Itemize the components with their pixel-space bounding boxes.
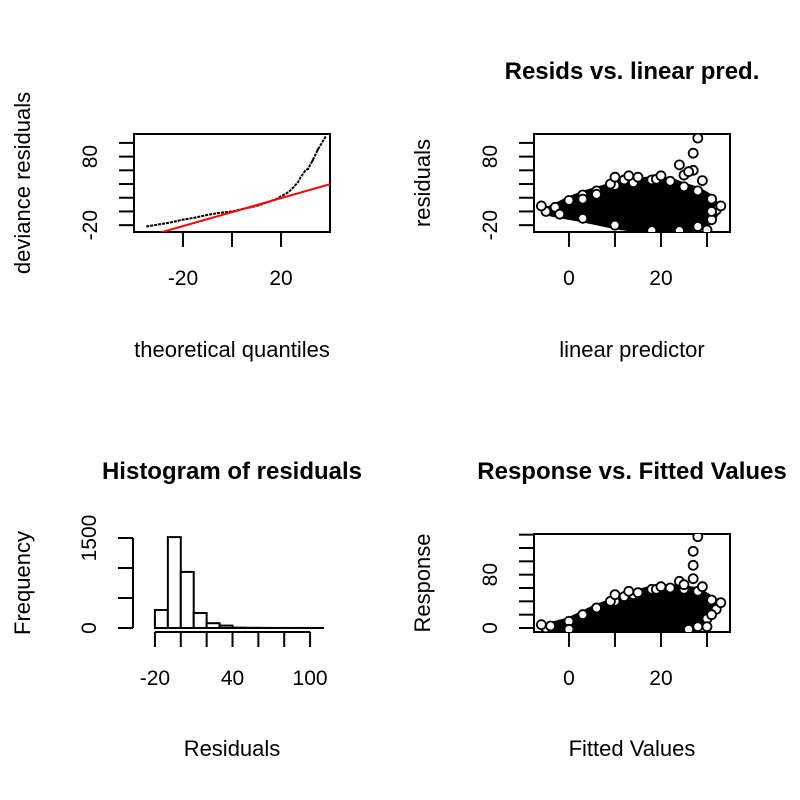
panel4-point — [696, 581, 708, 593]
panel1-x-tick-label: -20 — [168, 267, 198, 290]
panel2-point — [623, 170, 635, 182]
panel2-point — [687, 147, 699, 159]
panel2-point — [715, 200, 727, 212]
panel1-qq-point — [311, 158, 315, 162]
panel4-point — [609, 589, 621, 601]
panel3-ylabel: Frequency — [10, 531, 35, 635]
panel3-y-tick-label: 1500 — [78, 515, 101, 562]
chart-marks: -20 80 -20 20 -20 80 0 20 0 1500 -20 40 100 0 80 0 20 — [78, 133, 731, 690]
panel4-point — [623, 585, 635, 597]
panel4-title: Response vs. Fitted Values — [477, 458, 786, 485]
panel4-y-tick-label: 80 — [479, 563, 502, 586]
panel2-point — [683, 166, 694, 178]
panel4-point — [632, 587, 644, 599]
panel2-point — [673, 159, 685, 171]
panel4-point — [664, 582, 676, 594]
panel3-histogram-bar — [205, 622, 221, 630]
panel2-point — [692, 134, 704, 144]
panel2-point — [554, 208, 566, 220]
panel2-point — [609, 219, 621, 231]
panel4-point — [678, 579, 690, 591]
panel2-point — [609, 171, 621, 183]
panel4-point — [706, 594, 717, 606]
panel3-histogram-bar — [166, 536, 182, 629]
panel2-point — [678, 181, 690, 193]
panel3-y-tick-label: 0 — [78, 622, 101, 634]
panel4-point — [683, 623, 694, 632]
panel4-point — [563, 623, 575, 632]
panel4-point — [591, 602, 602, 614]
panel4-y-tick-label: 0 — [479, 622, 502, 634]
panel4-x-tick-label: 0 — [563, 667, 575, 690]
panel1-y-tick-label: -20 — [79, 210, 102, 240]
panel2-point — [673, 225, 685, 232]
panel4-ylabel: Response — [410, 533, 435, 632]
panel2-point — [535, 200, 547, 212]
panel3-title: Histogram of residuals — [102, 458, 362, 485]
panel2-point — [692, 221, 704, 232]
panel2-point — [563, 195, 575, 206]
panel2-point — [577, 212, 589, 224]
panel2-point — [646, 225, 658, 232]
panel1-qq-point — [323, 136, 327, 139]
panel2-y-tick-label: 80 — [479, 145, 502, 168]
panel2-point — [591, 188, 602, 200]
panel2-x-tick-label: 0 — [563, 267, 575, 290]
panel2-points-group — [535, 134, 727, 232]
panel4-point — [535, 619, 547, 631]
panel4-xlabel: Fitted Values — [569, 736, 696, 761]
panel1-qq-point — [306, 167, 310, 171]
panel3-x-tick-label: -20 — [140, 667, 170, 690]
panel2-ylabel: residuals — [410, 139, 435, 227]
panel4-point — [692, 621, 704, 632]
panel2-title: Resids vs. linear pred. — [505, 58, 760, 85]
panel3-histogram-bar — [179, 570, 195, 630]
panel1-ylabel: deviance residuals — [10, 92, 35, 274]
panel4-point — [701, 621, 713, 632]
panel2-point — [706, 206, 717, 217]
panel2-point — [632, 171, 644, 183]
panel2-point — [696, 175, 708, 187]
panel2-xlabel: linear predictor — [559, 337, 705, 362]
panel3-xlabel: Residuals — [184, 736, 281, 761]
panel2-point — [577, 193, 589, 205]
panel3-histogram-bar — [218, 624, 234, 629]
panel2-point — [701, 224, 713, 232]
panel2-point — [664, 175, 676, 187]
panel2-y-tick-label: -20 — [479, 210, 502, 240]
panel2-point — [706, 193, 717, 205]
panel2-point — [655, 170, 667, 182]
panel4-point — [692, 534, 704, 543]
panel4-x-tick-label: 20 — [649, 667, 672, 690]
panel4-point — [715, 597, 727, 609]
panel3-histogram-bar — [192, 612, 208, 629]
panel1-qq-point — [316, 148, 319, 151]
panel2-point — [692, 185, 704, 197]
panel4-point — [687, 559, 699, 571]
panel3-x-tick-label: 100 — [293, 667, 328, 690]
panel2-x-tick-label: 20 — [649, 267, 672, 290]
panel4-point — [577, 609, 589, 621]
panel1-x-tick-label: 20 — [269, 267, 292, 290]
panel4-points-group — [535, 534, 727, 632]
panel1-reference-line — [158, 183, 330, 232]
panel4-point — [687, 573, 699, 585]
panel1-y-tick-label: 80 — [79, 145, 102, 168]
panel4-point — [687, 545, 699, 557]
panel4-point — [655, 581, 667, 593]
panel3-histogram-bar — [153, 609, 169, 629]
panel3-x-tick-label: 40 — [221, 667, 244, 690]
panel1-xlabel: theoretical quantiles — [134, 337, 330, 362]
panel4-point — [545, 620, 556, 632]
panel4-point — [706, 609, 717, 621]
